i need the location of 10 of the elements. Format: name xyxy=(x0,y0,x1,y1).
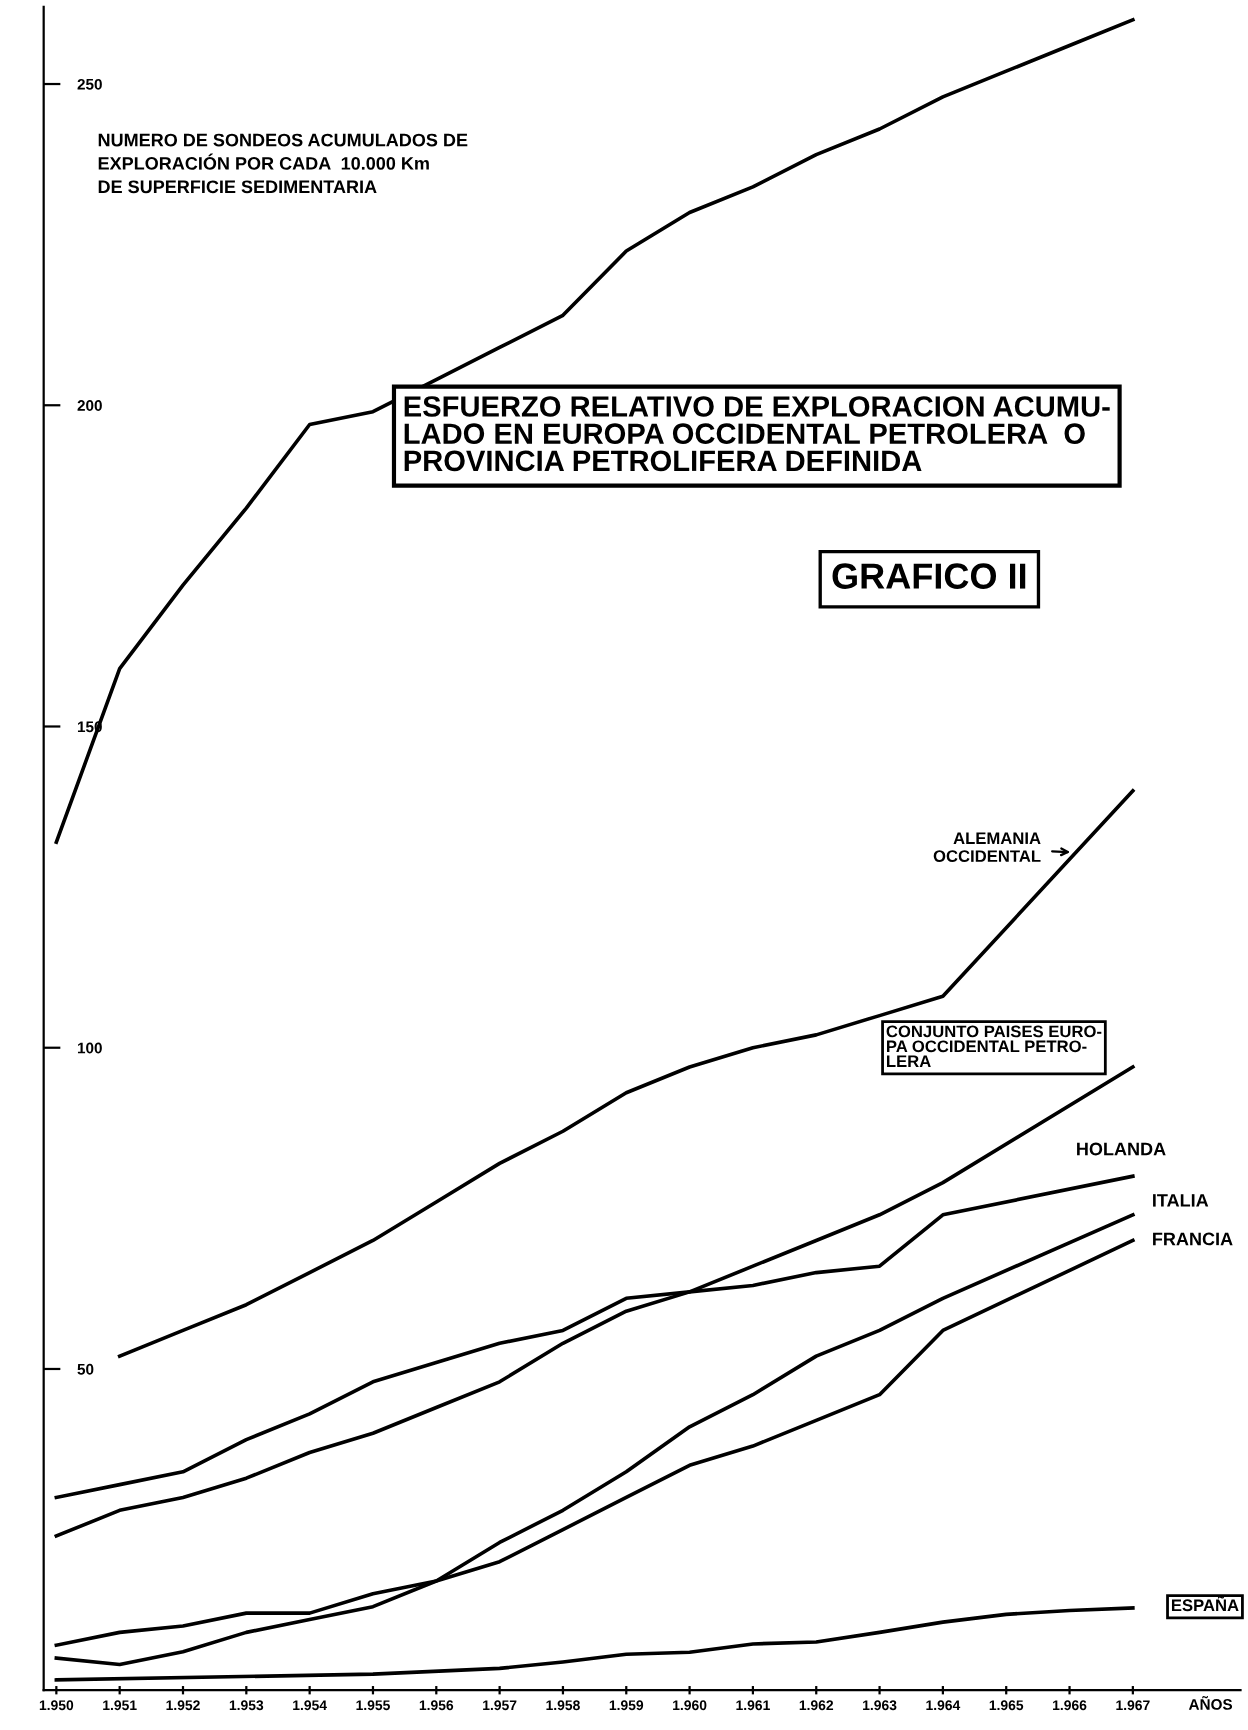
text: GRAFICO II xyxy=(832,563,1026,589)
legend-label: ALEMANIA OCCIDENTAL xyxy=(933,832,1041,863)
text: ESFUERZO RELATIVO DE EXPLORACION ACUMU- LADO EN EUROPA OCCIDENTAL PETROLERA O PROVINCIA PETROLIFERA DEFINIDA xyxy=(404,396,1110,472)
series-label: FRANCIA xyxy=(1153,1232,1233,1246)
line-series xyxy=(54,17,1135,844)
text: ESPAÑA xyxy=(1171,1596,1239,1612)
y-axis-title: NUMERO DE SONDEOS ACUMULADOS DE EXPLORACIÓN POR CADA 10.000 Km DE SUPERFICIE SEDIMENTARIA xyxy=(98,133,468,194)
series-label: ITALIA xyxy=(1153,1194,1209,1207)
series-label: CONJUNTO PAISES EURO- PA OCCIDENTAL PETRO- LERA xyxy=(886,1025,1102,1067)
series-label: HOLANDA xyxy=(1077,1142,1166,1156)
